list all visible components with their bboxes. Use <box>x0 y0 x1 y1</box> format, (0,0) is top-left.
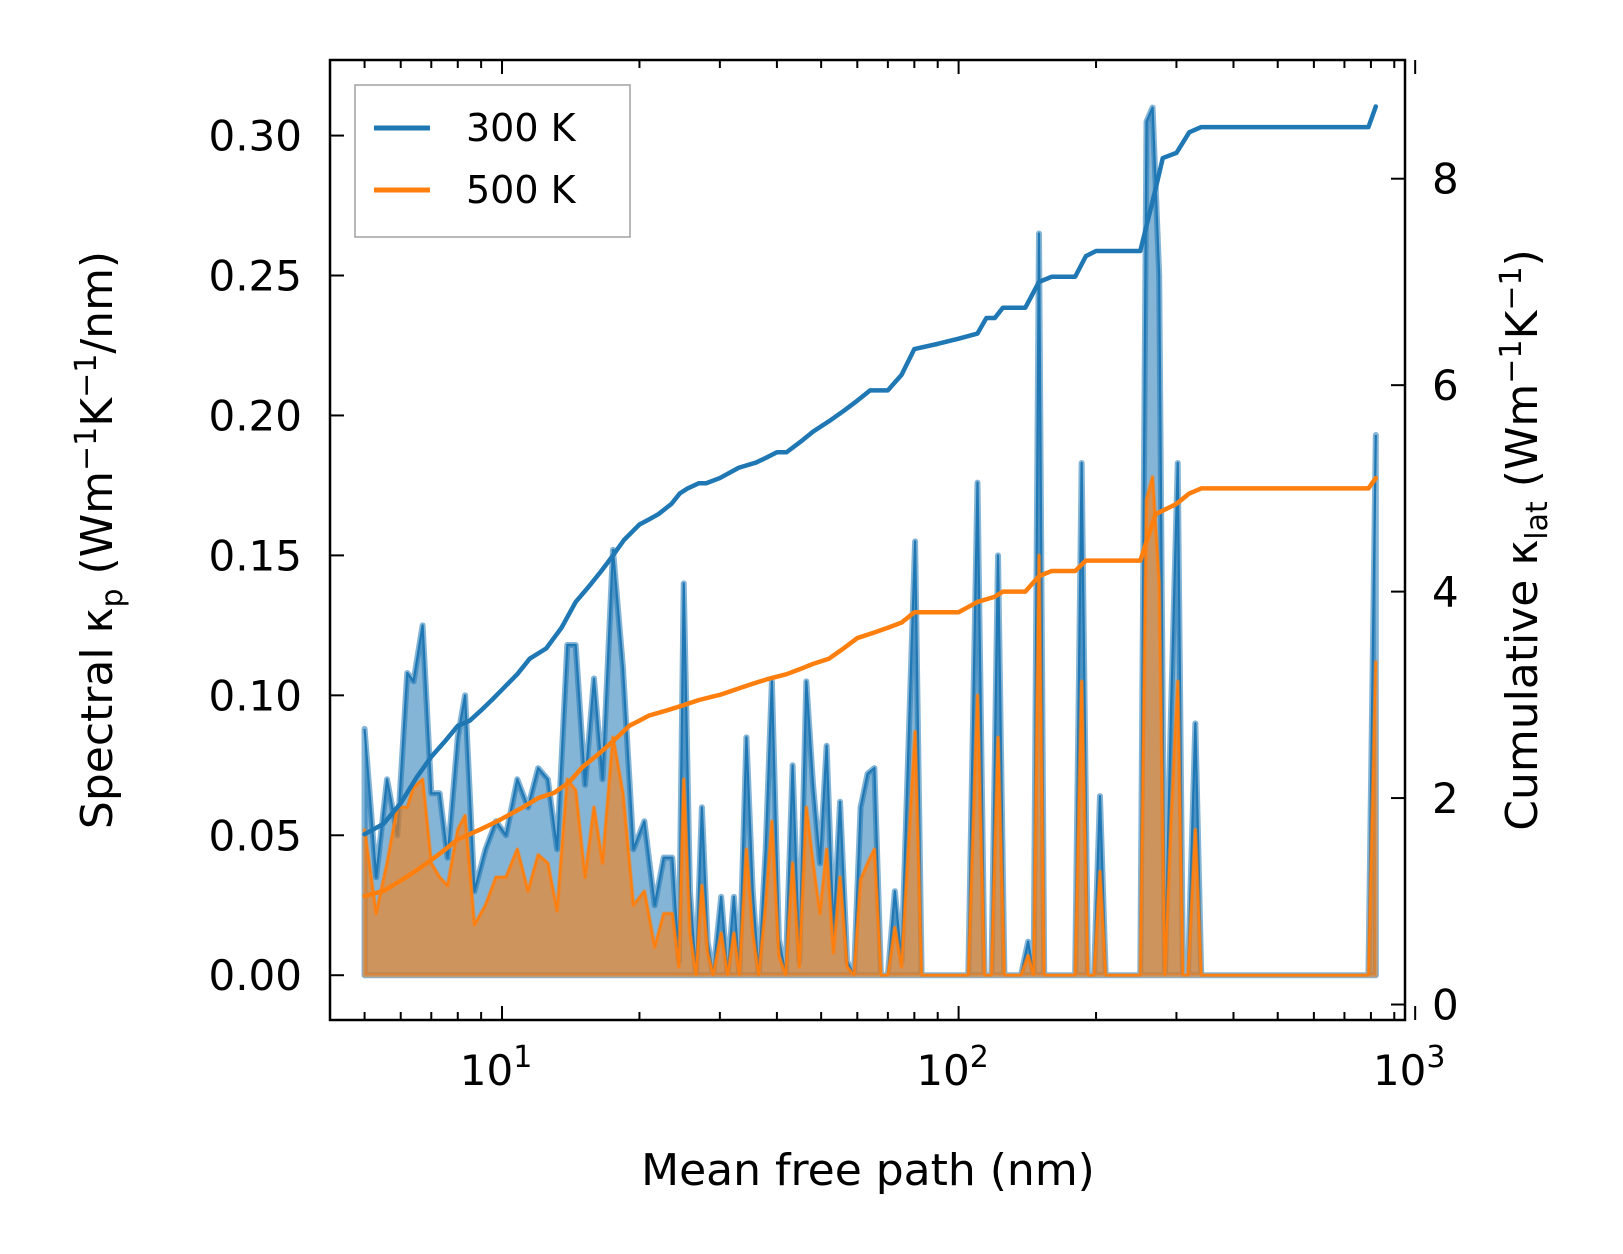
spectral-area-500k <box>362 475 1378 978</box>
cumulative-line-300k <box>362 104 1379 837</box>
y-right-title-part: Cumulative κ <box>1497 540 1548 831</box>
y-left-title-sup: −1 <box>69 427 104 471</box>
y-right-title-sup: −1 <box>1494 339 1529 383</box>
y-right-title-part: (Wm <box>1497 384 1548 502</box>
x-tick-label-exponent: 1 <box>513 1040 532 1075</box>
y-right-tick-label: 2 <box>1432 774 1459 823</box>
legend: 300 K 500 K <box>354 84 631 238</box>
y-left-tick-label: 0.25 <box>208 252 302 301</box>
y-left-tick-label: 0.30 <box>208 112 302 161</box>
series-lines <box>362 104 1379 899</box>
y-right-axis-title: Cumulative κlat (Wm−1K−1) <box>1494 249 1555 831</box>
tick-labels: 101 102 1030.000.050.100.150.200.250.30024… <box>208 112 1458 1095</box>
x-tick-label: 102 <box>916 1040 989 1095</box>
y-left-title-part: (Wm <box>72 471 123 589</box>
x-tick-label-base: 10 <box>1373 1046 1426 1095</box>
y-left-tick-label: 0.00 <box>208 951 302 1000</box>
x-tick-label: 101 <box>460 1040 533 1095</box>
y-right-title-sub: lat <box>1520 501 1555 540</box>
x-tick-label-exponent: 2 <box>970 1040 989 1075</box>
y-right-title-sup: −1 <box>1494 266 1529 310</box>
y-left-title-part: Spectral κ <box>72 608 123 830</box>
y-left-tick-label: 0.10 <box>208 671 302 720</box>
plot-frame <box>328 58 1407 1022</box>
y-right-title-part: ) <box>1497 249 1548 266</box>
y-left-tick-label: 0.05 <box>208 811 302 860</box>
y-left-title-sup: −1 <box>69 354 104 398</box>
y-right-tick-label: 4 <box>1432 568 1459 617</box>
x-tick-label-exponent: 3 <box>1426 1040 1445 1075</box>
x-axis-title: Mean free path (nm) <box>641 1145 1095 1196</box>
x-tick-label-base: 10 <box>460 1046 513 1095</box>
legend-box <box>354 84 631 238</box>
y-left-axis-title: Spectral κp (Wm−1K−1/nm) <box>69 251 130 829</box>
y-right-tick-label: 6 <box>1432 361 1459 410</box>
spectral-fill-areas <box>361 104 1379 979</box>
y-left-tick-label: 0.20 <box>208 391 302 440</box>
cumulative-line-500k <box>362 475 1379 899</box>
axis-ticks <box>330 60 1417 1020</box>
legend-label-500k: 500 K <box>466 168 577 212</box>
y-right-title-part: K <box>1497 309 1548 339</box>
spectral-line-500k <box>363 475 1377 977</box>
x-tick-label: 103 <box>1373 1040 1446 1095</box>
y-left-tick-label: 0.15 <box>208 531 302 580</box>
x-tick-label-base: 10 <box>916 1046 969 1095</box>
y-right-tick-label: 8 <box>1432 155 1459 204</box>
spectral-line-300k <box>363 106 1377 977</box>
y-right-tick-label: 0 <box>1432 981 1459 1030</box>
y-left-title-part: /nm) <box>72 251 123 354</box>
y-left-title-part: K <box>72 397 123 427</box>
legend-label-300k: 300 K <box>466 106 577 150</box>
y-left-title-sub: p <box>95 588 130 607</box>
